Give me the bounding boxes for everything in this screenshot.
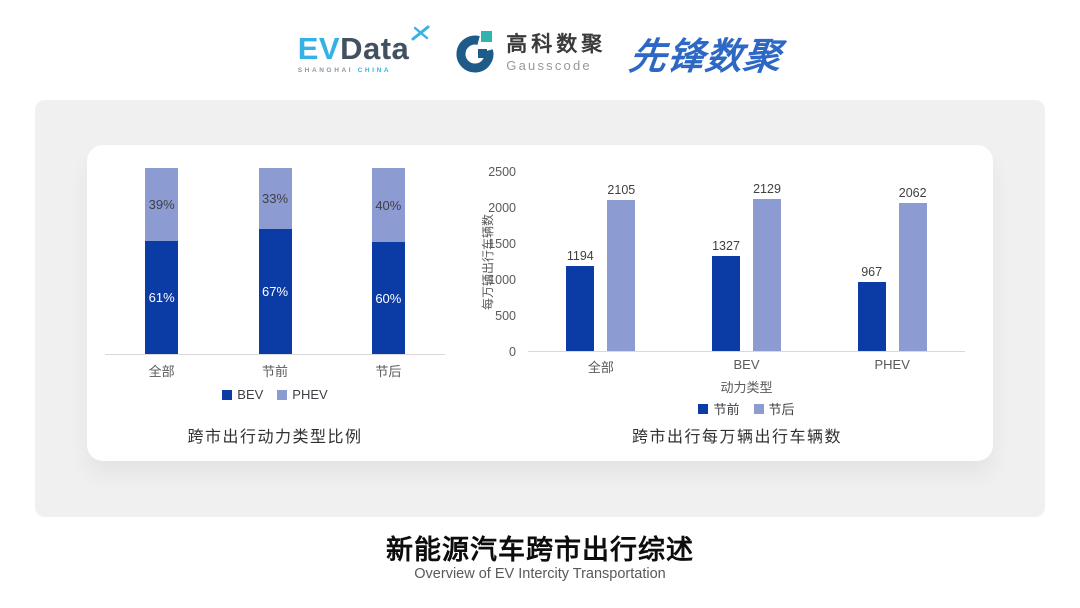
bar-group-BEV: 1327 2129 [712, 172, 781, 351]
evdata-spark-icon [411, 25, 430, 40]
category-label-节前: 节前 [261, 364, 288, 379]
legend-label-BEV: BEV [237, 387, 264, 402]
bar-value-节前-PHEV: 967 [861, 264, 883, 279]
ytick-0: 0 [509, 345, 516, 359]
right-x-axis-label: 动力类型 [720, 380, 773, 395]
gausscode-name-en: Gausscode [506, 57, 592, 73]
charts-panel: 39% 61% 33% 67% 40% 60% 全部 节前 节后 BEV PHEV 跨市出行动力… [35, 100, 1045, 517]
legend-label-节后: 节后 [768, 402, 795, 417]
right-plot: 1194 2105 1327 2129 967 2062 [528, 172, 965, 352]
right-legend: 节前 节后 [528, 399, 965, 418]
category-label-PHEV: PHEV [874, 357, 910, 372]
bar-节后-PHEV: 2062 [898, 186, 927, 351]
bar-节后-BEV: 2129 [753, 182, 781, 351]
category-label-节后: 节后 [375, 364, 402, 379]
legend-label-节前: 节前 [713, 402, 740, 417]
segment-PHEV-节前: 33% [258, 168, 292, 230]
evdata-tagline: SHANGHAI CHINA [298, 67, 430, 74]
ytick-2500: 2500 [488, 165, 516, 179]
bar-节前-全部: 1194 [566, 249, 595, 351]
logo-bar: EVData SHANGHAI CHINA 高科数聚 Gausscode 先锋数… [0, 20, 1080, 86]
legend-item-节后: 节后 [753, 399, 795, 418]
segment-PHEV-节后: 40% [371, 168, 405, 243]
bar-节后-全部: 2105 [607, 183, 636, 351]
evdata-data-text: Data [340, 30, 410, 66]
legend-swatch-BEV [222, 389, 233, 400]
bar-value-节前-BEV: 1327 [712, 239, 740, 253]
bar-value-节后-BEV: 2129 [753, 181, 781, 196]
legend-item-节前: 节前 [698, 399, 740, 418]
bar-节前-PHEV: 967 [857, 265, 886, 351]
bar-value-节后-PHEV: 2062 [898, 186, 927, 201]
category-label-全部: 全部 [587, 360, 614, 375]
segment-BEV-节前: 67% [258, 229, 292, 354]
right-xlabels: 全部 BEV PHEV [528, 357, 965, 376]
stacked-bar-节前: 33% 67% [258, 168, 292, 354]
bar-group-全部: 1194 2105 [566, 172, 636, 351]
evdata-wordmark: EVData [297, 25, 430, 66]
charts-card: 39% 61% 33% 67% 40% 60% 全部 节前 节后 BEV PHEV 跨市出行动力… [87, 145, 993, 461]
category-label-全部: 全部 [148, 364, 175, 379]
left-chart-title: 跨市出行动力类型比例 [187, 429, 363, 446]
evdata-tagline-china: CHINA [357, 66, 392, 74]
segment-PHEV-全部: 39% [145, 168, 179, 241]
slide-subtitle: Overview of EV Intercity Transportation [414, 566, 666, 582]
legend-swatch-节后 [753, 403, 764, 414]
ytick-1000: 1000 [488, 273, 516, 287]
legend-item-BEV: BEV [222, 387, 263, 402]
legend-swatch-节前 [698, 403, 709, 414]
evdata-tagline-shanghai: SHANGHAI [297, 66, 354, 74]
stacked-bar-节后: 40% 60% [371, 168, 405, 354]
bar-节前-BEV: 1327 [712, 239, 740, 351]
bar-group-PHEV: 967 2062 [857, 172, 927, 351]
segment-BEV-节后: 60% [371, 242, 405, 354]
evdata-ev-text: EV [297, 30, 341, 66]
legend-item-PHEV: PHEV [277, 387, 328, 402]
category-label-BEV: BEV [733, 357, 760, 372]
right-yticks: 0 500 1000 1500 2000 2500 [482, 165, 522, 359]
gausscode-name-cn: 高科数聚 [506, 33, 607, 57]
left-legend: BEV PHEV [105, 387, 445, 402]
ytick-500: 500 [495, 309, 516, 323]
ytick-2000: 2000 [488, 201, 516, 215]
slide-title: 新能源汽车跨市出行综述 [386, 535, 694, 565]
right-chart-title: 跨市出行每万辆出行车辆数 [631, 429, 842, 446]
bar-value-节后-全部: 2105 [607, 183, 636, 198]
gausscode-wordmark: 高科数聚 Gausscode [506, 33, 606, 72]
bar-value-节前-全部: 1194 [566, 248, 594, 263]
left-plot: 39% 61% 33% 67% 40% 60% [105, 168, 445, 355]
gausscode-logo: 高科数聚 Gausscode [453, 30, 606, 76]
evdata-logo: EVData SHANGHAI CHINA [297, 25, 430, 74]
pioneer-logo: 先锋数聚 [627, 36, 785, 77]
segment-BEV-全部: 61% [145, 240, 179, 354]
legend-label-PHEV: PHEV [292, 387, 328, 402]
legend-swatch-PHEV [277, 389, 288, 400]
ytick-1500: 1500 [488, 237, 516, 251]
gausscode-g-icon [456, 31, 494, 73]
stacked-bar-全部: 39% 61% [145, 168, 179, 354]
left-xlabels: 全部 节前 节后 [105, 361, 445, 380]
